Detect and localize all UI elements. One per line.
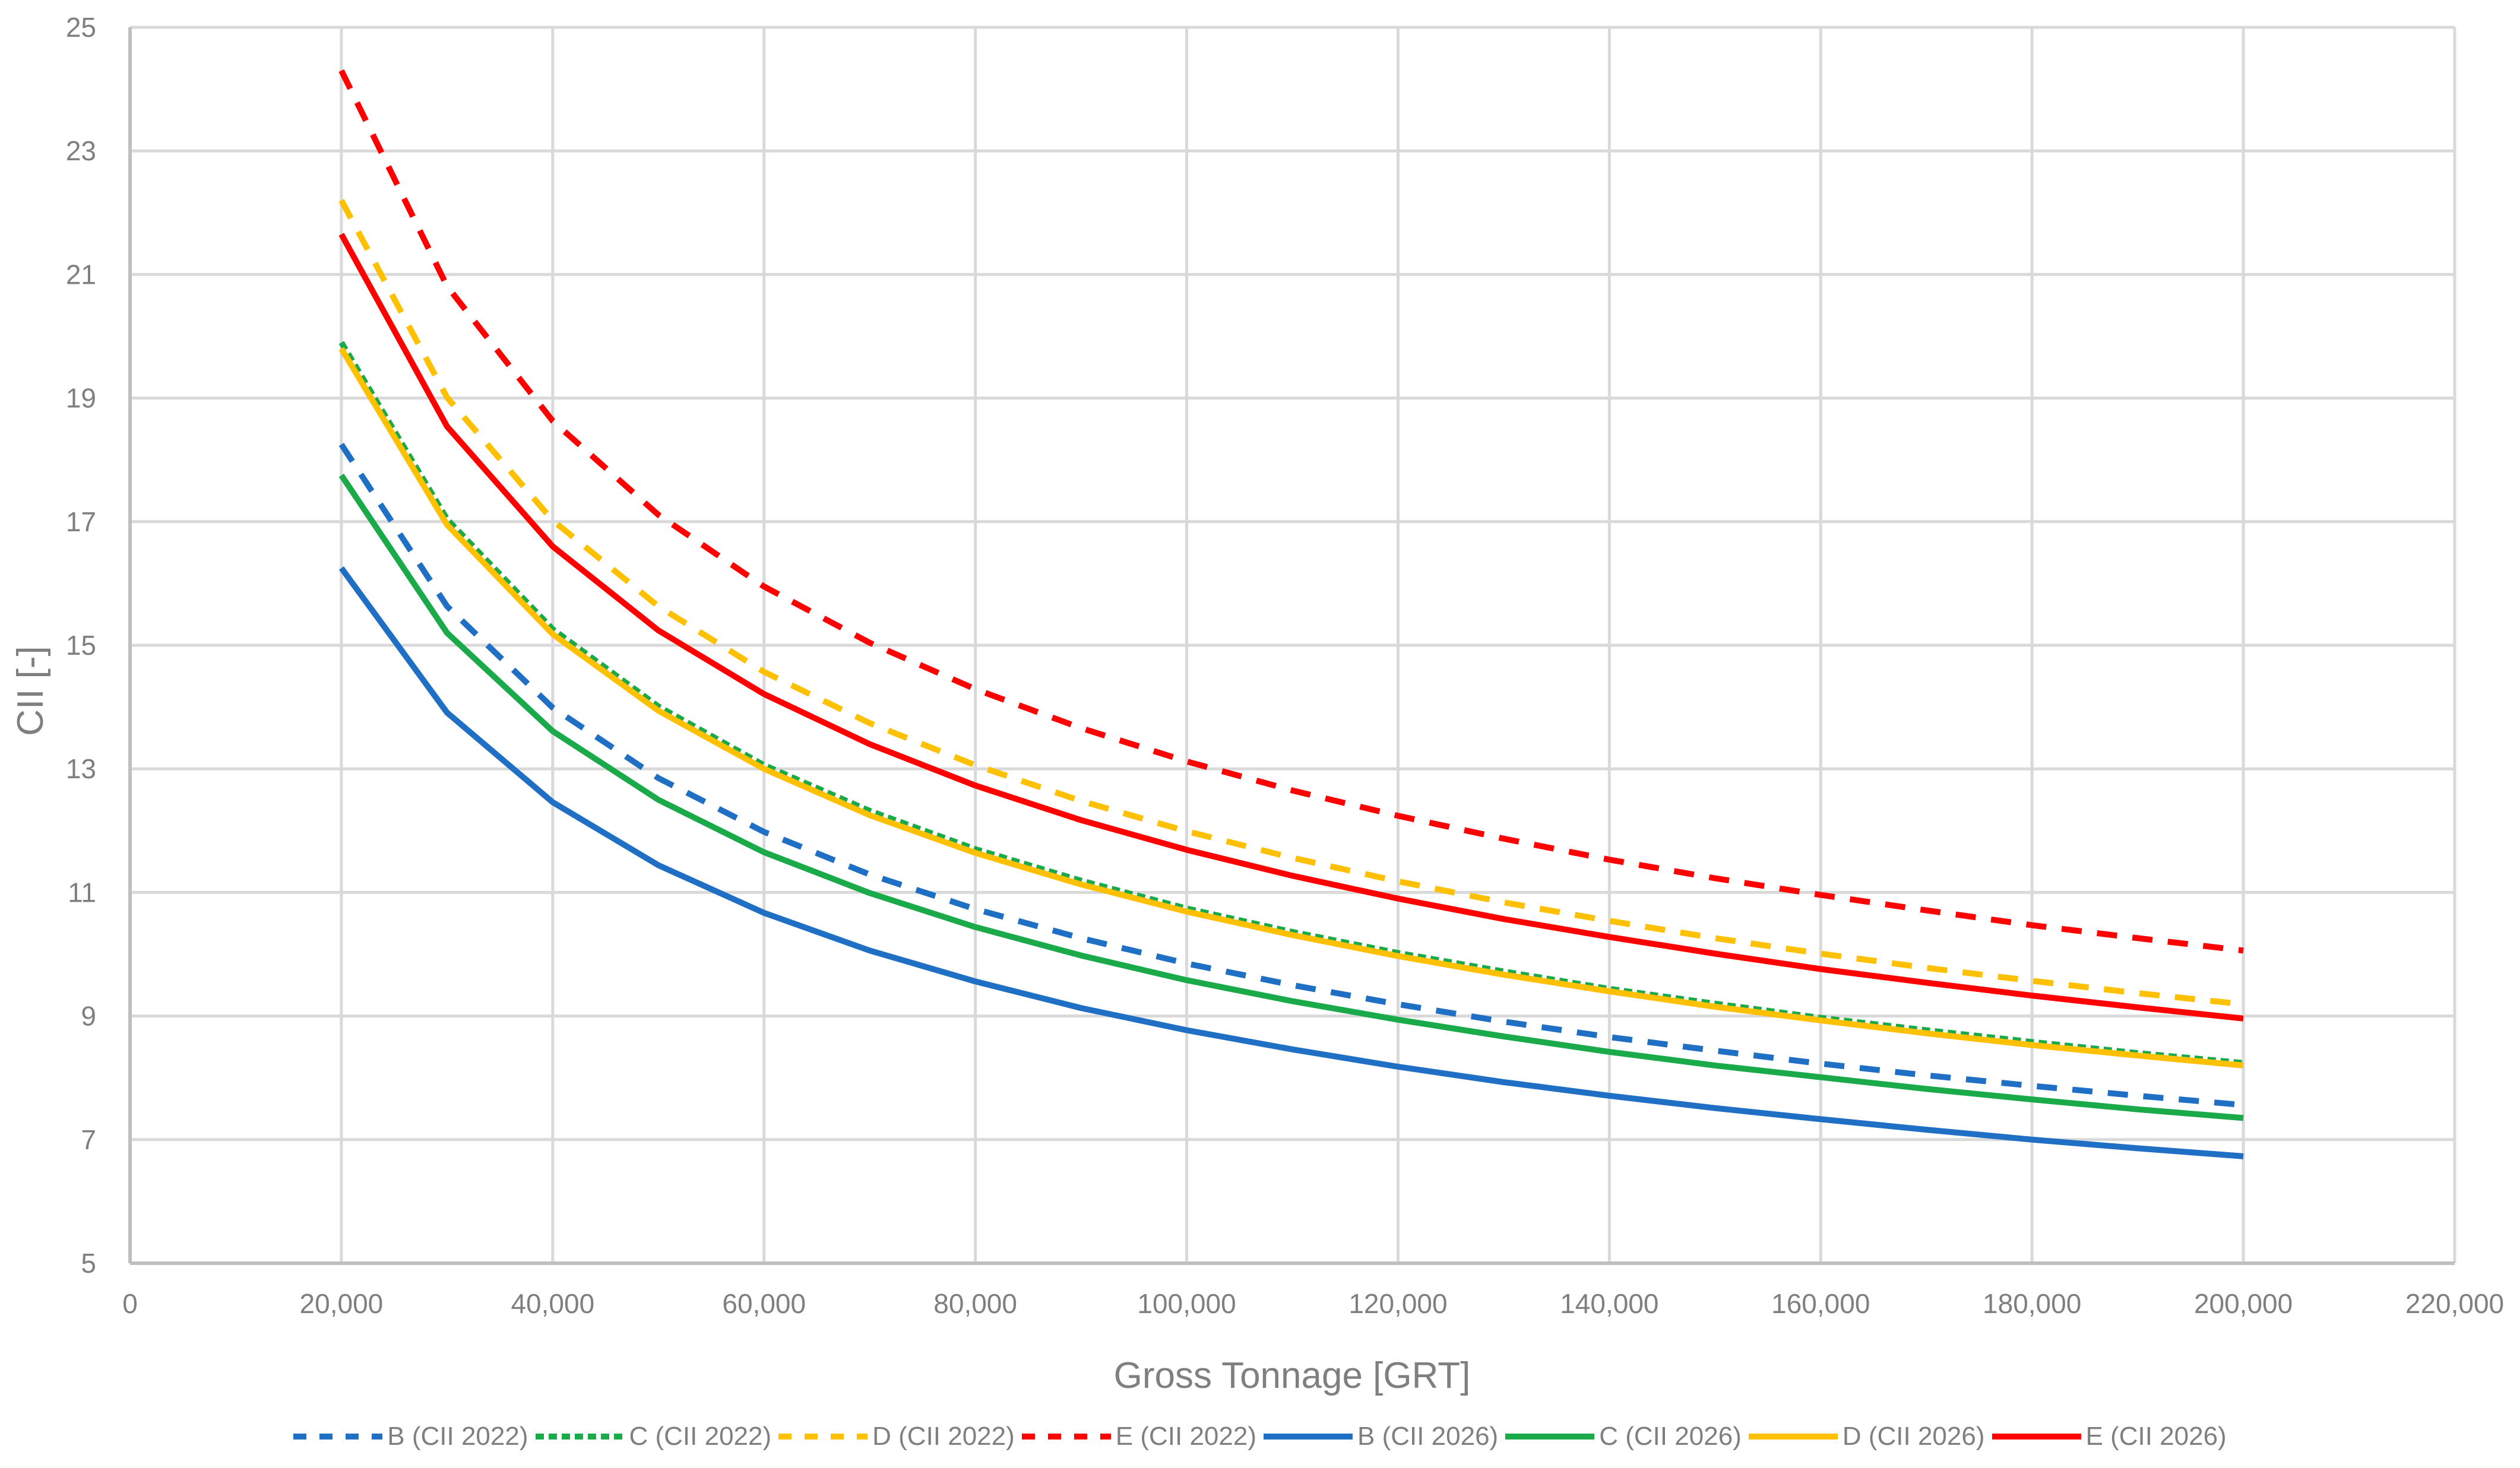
x-tick-label: 220,000	[2405, 1288, 2504, 1319]
series-line-e-cii-2026	[338, 233, 2244, 1022]
series-line-b-cii-2022	[338, 442, 2244, 1108]
x-tick-label: 140,000	[1560, 1288, 1658, 1319]
x-tick-label: 80,000	[933, 1288, 1017, 1319]
legend-item: C (CII 2022)	[535, 1422, 772, 1451]
legend-item: D (CII 2022)	[778, 1422, 1015, 1451]
legend-item: E (CII 2026)	[1992, 1422, 2227, 1451]
legend-item: B (CII 2022)	[293, 1422, 528, 1451]
gridlines	[128, 26, 2456, 1265]
x-tick-label: 60,000	[722, 1288, 806, 1319]
y-tick-label: 11	[68, 877, 96, 908]
legend-item: C (CII 2026)	[1505, 1422, 1742, 1451]
x-tick-label: 160,000	[1771, 1288, 1870, 1319]
series-line-e-cii-2022	[338, 69, 2244, 954]
legend-line-icon	[293, 1434, 383, 1440]
y-axis-title: CII [-]	[10, 646, 51, 736]
legend-line-icon	[1748, 1434, 1838, 1440]
x-tick-label: 40,000	[511, 1288, 594, 1319]
legend-item: D (CII 2026)	[1748, 1422, 1985, 1451]
legend-line-icon	[535, 1434, 625, 1440]
legend-label: D (CII 2026)	[1842, 1422, 1985, 1451]
chart-legend: B (CII 2022) C (CII 2022) D (CII 2022) E (C…	[0, 1416, 2520, 1457]
legend-line-icon	[1505, 1434, 1595, 1440]
y-tick-label: 13	[66, 753, 96, 784]
y-tick-label: 15	[66, 630, 96, 661]
legend-label: C (CII 2026)	[1599, 1422, 1742, 1451]
series-line-d-cii-2026	[338, 347, 2244, 1068]
legend-line-icon	[778, 1434, 868, 1440]
series-line-c-cii-2026	[338, 473, 2244, 1121]
y-tick-label: 5	[81, 1248, 96, 1279]
x-tick-label: 120,000	[1348, 1288, 1447, 1319]
series-line-b-cii-2026	[338, 566, 2244, 1159]
legend-label: B (CII 2026)	[1357, 1422, 1499, 1451]
legend-label: E (CII 2022)	[1115, 1422, 1256, 1451]
x-tick-label: 180,000	[1983, 1288, 2081, 1319]
legend-line-icon	[1264, 1434, 1353, 1440]
x-tick-label: 20,000	[300, 1288, 384, 1319]
y-tick-label: 19	[66, 383, 96, 414]
legend-label: D (CII 2022)	[872, 1422, 1015, 1451]
legend-line-icon	[1992, 1434, 2081, 1440]
legend-item: E (CII 2022)	[1021, 1422, 1256, 1451]
series-line-c-cii-2022	[338, 341, 2244, 1066]
x-axis-title: Gross Tonnage [GRT]	[1114, 1355, 1471, 1396]
y-tick-label: 21	[66, 259, 96, 290]
data-series	[338, 69, 2244, 1159]
y-tick-label: 17	[66, 506, 96, 537]
legend-label: C (CII 2022)	[629, 1422, 772, 1451]
y-tick-label: 9	[81, 1001, 96, 1032]
legend-line-icon	[1021, 1434, 1111, 1440]
y-tick-label: 7	[81, 1124, 96, 1155]
legend-label: B (CII 2022)	[387, 1422, 528, 1451]
x-tick-label: 100,000	[1137, 1288, 1236, 1319]
y-axis-ticks: 5 7 9 11 13 15 17 19 21 23 25	[66, 12, 96, 1279]
x-tick-label: 0	[122, 1288, 138, 1319]
x-axis-ticks: 0 20,000 40,000 60,000 80,000 100,000 120,000 1…	[122, 1288, 2504, 1319]
y-tick-label: 23	[66, 135, 96, 166]
x-tick-label: 200,000	[2194, 1288, 2293, 1319]
y-tick-label: 25	[66, 12, 96, 43]
legend-item: B (CII 2026)	[1264, 1422, 1498, 1451]
legend-label: E (CII 2026)	[2085, 1422, 2227, 1451]
